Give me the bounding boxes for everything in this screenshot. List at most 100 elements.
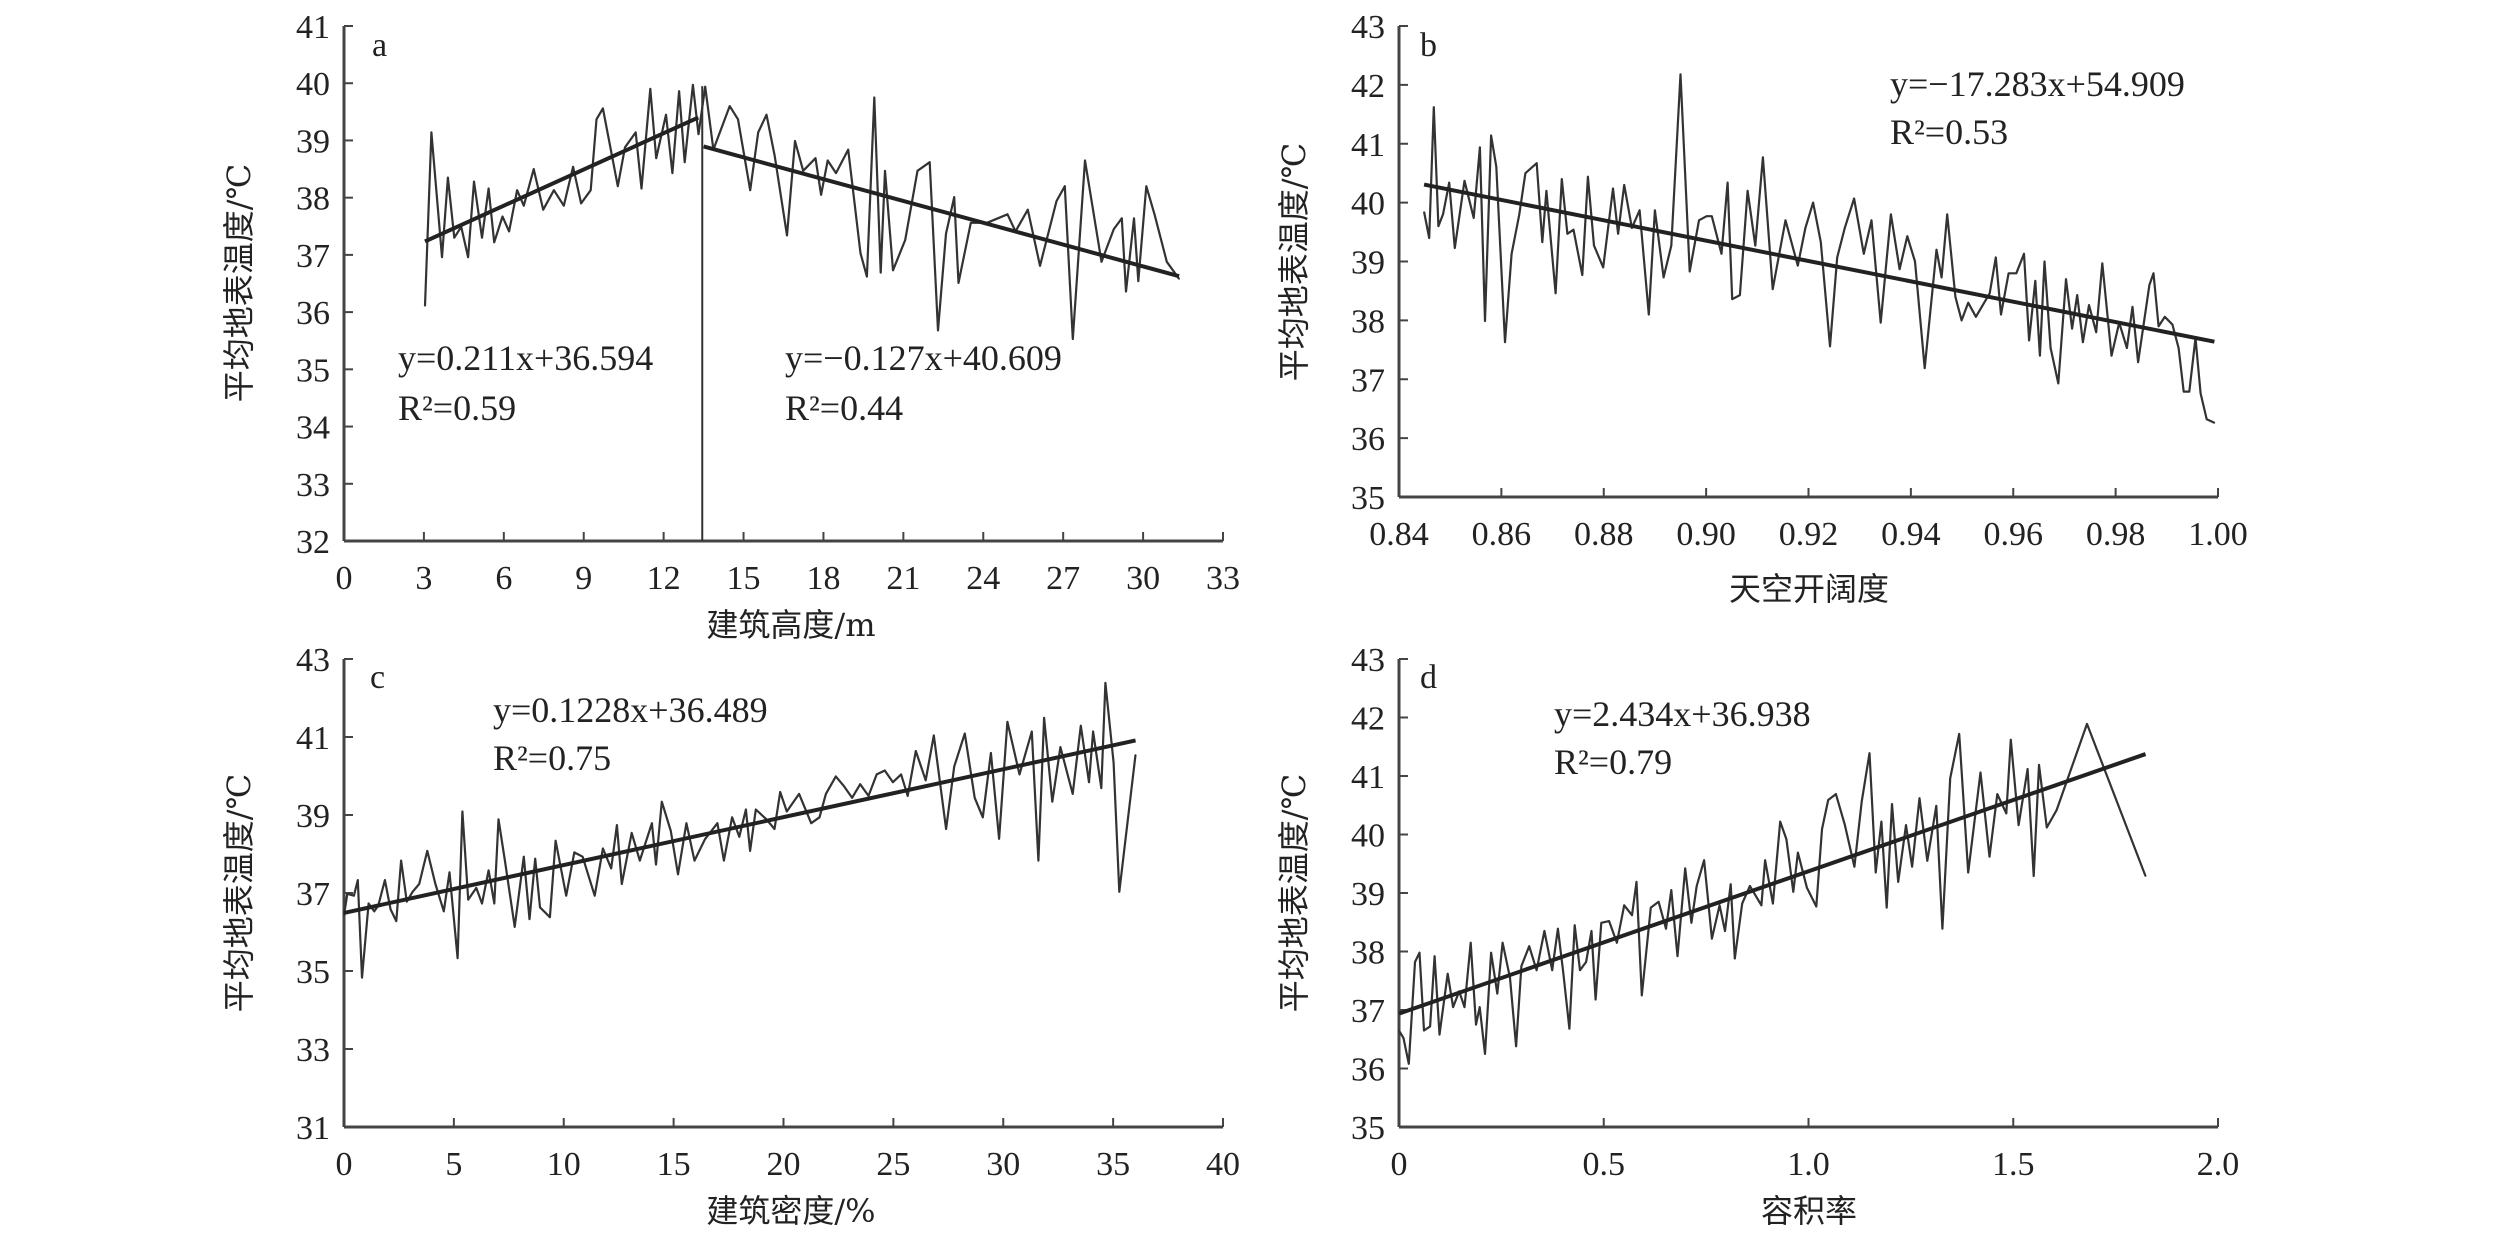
data-point: [779, 791, 782, 793]
data-point: [2095, 331, 2097, 333]
data-point: [1423, 211, 1425, 213]
data-point: [851, 797, 853, 799]
x-tick-label: 20: [767, 1146, 801, 1183]
data-point: [461, 810, 464, 813]
data-point: [1600, 922, 1603, 924]
x-tick-label: 0.96: [1984, 516, 2044, 553]
data-point: [516, 189, 518, 192]
x-tick-label: 10: [547, 1146, 581, 1183]
data-point: [602, 847, 604, 850]
y-tick-label: 40: [1351, 186, 1385, 223]
data-point: [1398, 1029, 1400, 1032]
x-tick-label: 3: [415, 560, 432, 597]
data-point: [1812, 201, 1814, 204]
data-point: [1665, 927, 1667, 930]
data-point: [1676, 955, 1679, 957]
data-point: [1806, 886, 1808, 889]
data-point: [1690, 922, 1693, 924]
data-point: [1446, 972, 1449, 975]
data-point: [704, 85, 706, 88]
data-point: [640, 187, 643, 190]
data-point: [1590, 930, 1593, 932]
data-point: [914, 750, 917, 752]
data-point: [825, 793, 827, 795]
regression-line: [424, 115, 700, 244]
y-tick-label: 36: [1351, 1052, 1385, 1089]
x-tick-label: 21: [886, 560, 920, 597]
data-point: [1560, 178, 1563, 180]
data-point: [1125, 290, 1127, 293]
data-point: [953, 765, 956, 768]
data-point: [1638, 209, 1641, 212]
data-point: [617, 185, 619, 188]
data-point: [353, 894, 355, 897]
data-point: [794, 140, 796, 142]
data-point: [1724, 930, 1726, 932]
data-point: [1641, 994, 1643, 997]
data-point: [522, 204, 525, 207]
data-point: [1535, 162, 1538, 164]
y-tick-label: 37: [296, 876, 330, 913]
data-point: [1442, 213, 1444, 216]
panel-d: 0 0.5 1.0 1.5 2.0 35 36 37 38 39 40 41 42 43 容积率 平均地表温度…: [1275, 642, 2239, 1230]
data-point: [1695, 885, 1698, 887]
data-point: [1844, 824, 1846, 826]
data-point: [1165, 260, 1168, 263]
data-point: [1720, 253, 1723, 255]
temperature-series-line: [342, 681, 1137, 979]
data-point: [1484, 320, 1486, 322]
data-point: [1438, 1033, 1441, 1036]
y-tick-label: 36: [1351, 421, 1385, 458]
data-point: [866, 275, 868, 278]
data-point: [1796, 264, 1799, 267]
x-tick-label: 0.86: [1472, 516, 1532, 553]
data-point: [1153, 213, 1156, 216]
y-tick-label: 34: [296, 410, 330, 447]
data-point: [835, 775, 837, 778]
data-point: [704, 838, 706, 840]
data-point: [2152, 272, 2155, 275]
y-tick-label: 39: [1351, 245, 1385, 282]
r-squared-label: R²=0.44: [785, 388, 903, 428]
data-point: [1764, 859, 1766, 862]
y-tick-label: 41: [296, 9, 330, 46]
data-point: [1821, 828, 1823, 831]
data-point: [1860, 800, 1863, 803]
data-point: [2086, 723, 2088, 725]
data-point: [1779, 820, 1782, 823]
data-point: [430, 131, 433, 134]
data-point: [424, 305, 426, 307]
data-point: [2157, 325, 2160, 328]
data-point: [1958, 733, 1960, 735]
data-point: [963, 732, 966, 735]
data-point: [1088, 781, 1090, 784]
data-point: [649, 88, 652, 90]
data-point: [441, 256, 443, 258]
data-point: [589, 189, 592, 192]
data-point: [924, 779, 927, 782]
data-point: [1112, 228, 1115, 230]
data-point: [1898, 268, 1901, 270]
data-point: [1037, 859, 1040, 862]
data-point: [1059, 746, 1062, 748]
data-point: [573, 851, 576, 854]
data-point: [1853, 865, 1856, 868]
data-point: [1879, 321, 1882, 324]
data-point: [847, 148, 850, 151]
x-axis-title: 建筑密度/%: [706, 1192, 875, 1230]
data-point: [442, 910, 445, 913]
data-point: [1617, 233, 1619, 235]
data-point: [1836, 256, 1838, 259]
data-point: [678, 90, 680, 93]
temperature-series-line: [1398, 722, 2147, 1065]
data-point: [900, 773, 902, 776]
data-point: [786, 234, 788, 237]
x-tick-label: 0.5: [1583, 1146, 1626, 1183]
data-point: [1946, 213, 1949, 216]
y-axis-title: 平均地表温度/℃: [1275, 774, 1313, 1013]
data-point: [475, 887, 478, 889]
data-point: [1906, 235, 1909, 237]
data-point: [508, 230, 510, 233]
data-point: [1862, 253, 1865, 255]
